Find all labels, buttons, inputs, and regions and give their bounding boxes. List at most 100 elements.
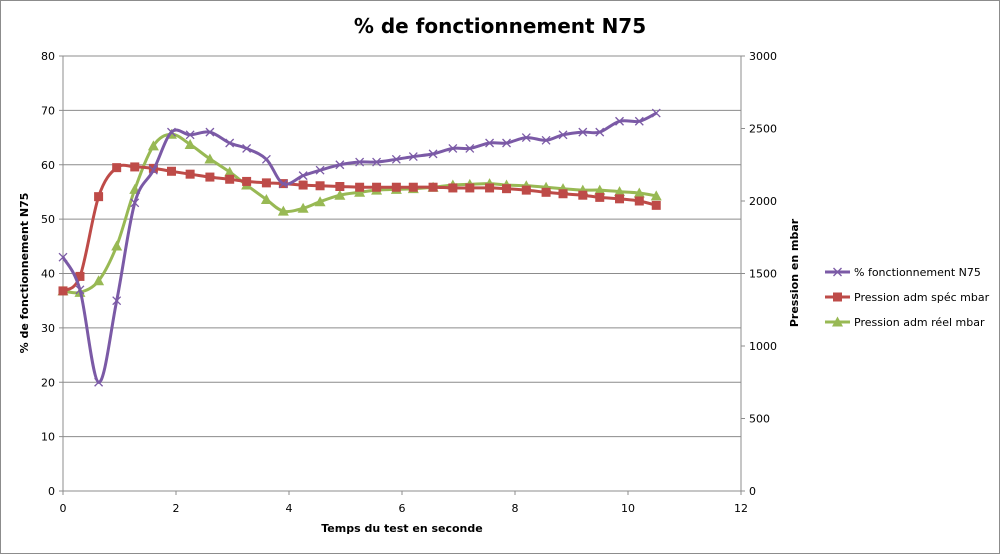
data-point [75,285,85,295]
data-point [148,165,158,175]
y-tick-label: 30 [41,322,55,335]
data-point [465,143,475,153]
data-point [147,140,159,151]
data-point [166,166,176,176]
data-point [355,182,365,192]
data-point [225,138,235,148]
data-point [578,127,588,137]
data-point [502,138,511,148]
legend-marker [833,292,842,302]
y2-tick-label: 1000 [749,340,777,353]
series-2 [58,162,661,296]
data-point [260,194,272,205]
data-point [634,116,644,126]
data-point [485,138,495,148]
x-tick-label: 6 [399,502,406,515]
data-point [335,182,345,191]
x-tick-label: 2 [173,502,180,515]
data-point [428,149,438,159]
data-point [595,127,605,137]
data-point [315,165,325,175]
y-tick-label: 70 [41,104,55,117]
data-point [448,183,458,193]
y-tick-label: 40 [41,268,55,281]
data-point [58,252,68,262]
x-tick-label: 4 [286,502,293,515]
data-point [185,169,195,179]
data-point [184,138,196,149]
data-point [297,202,309,213]
data-point [225,174,235,184]
data-point [130,162,140,172]
y-axis-label: % de fonctionnement N75 [18,193,31,354]
data-point [130,198,140,208]
series-line [62,132,657,295]
data-point [278,179,288,189]
data-point [615,116,624,126]
data-point [334,189,346,200]
data-point [428,182,438,192]
data-point [595,192,605,202]
y-tick-label: 20 [41,376,55,389]
legend-item: Pression adm spéc mbar [825,291,990,304]
legend-label: Pression adm réel mbar [854,316,985,329]
data-point [94,377,104,387]
y-tick-label: 50 [41,213,55,226]
data-point [521,133,531,143]
data-point [93,275,105,286]
legend-label: % fonctionnement N75 [854,266,981,279]
data-point [355,157,365,167]
data-point [75,271,85,281]
y2-tick-label: 500 [749,413,770,426]
data-point [448,143,458,153]
data-point [58,286,68,296]
data-point [242,176,252,186]
data-point [298,171,308,181]
data-point [185,130,195,140]
data-point [277,205,289,216]
data-point [594,184,606,195]
data-point [521,185,531,195]
data-point [650,190,662,201]
data-point [372,182,382,192]
data-point [298,180,308,190]
data-point [541,187,551,197]
x-tick-label: 12 [734,502,748,515]
data-point [242,143,252,153]
series-1 [58,108,661,387]
data-point [558,189,568,199]
data-point [578,190,588,200]
y2-tick-label: 2500 [749,123,777,136]
data-point [224,166,236,177]
data-point [391,154,401,164]
x-tick-label: 10 [621,502,635,515]
data-point [558,130,568,140]
data-point [502,184,512,194]
data-point [112,163,122,173]
data-point [651,108,661,118]
y2-tick-label: 3000 [749,50,777,63]
legend-item: % fonctionnement N75 [825,266,981,279]
data-point [614,186,626,197]
y-tick-label: 60 [41,159,55,172]
chart-title: % de fonctionnement N75 [354,14,646,38]
data-point [335,160,345,170]
legend-marker [832,316,843,327]
data-point [314,196,326,207]
data-point [167,127,176,137]
data-point [408,152,418,162]
data-point [633,187,645,198]
series-group [57,108,662,387]
data-point [408,182,418,192]
data-point [465,183,475,193]
data-point [315,181,325,191]
data-point [541,135,551,145]
y2-tick-label: 1500 [749,268,777,281]
data-point [261,154,271,164]
y2-tick-label: 0 [749,485,756,498]
data-point [354,186,366,197]
data-point [634,196,644,206]
axes: 0102030405060708005001000150020002500300… [41,50,777,515]
legend-item: Pression adm réel mbar [825,316,985,329]
